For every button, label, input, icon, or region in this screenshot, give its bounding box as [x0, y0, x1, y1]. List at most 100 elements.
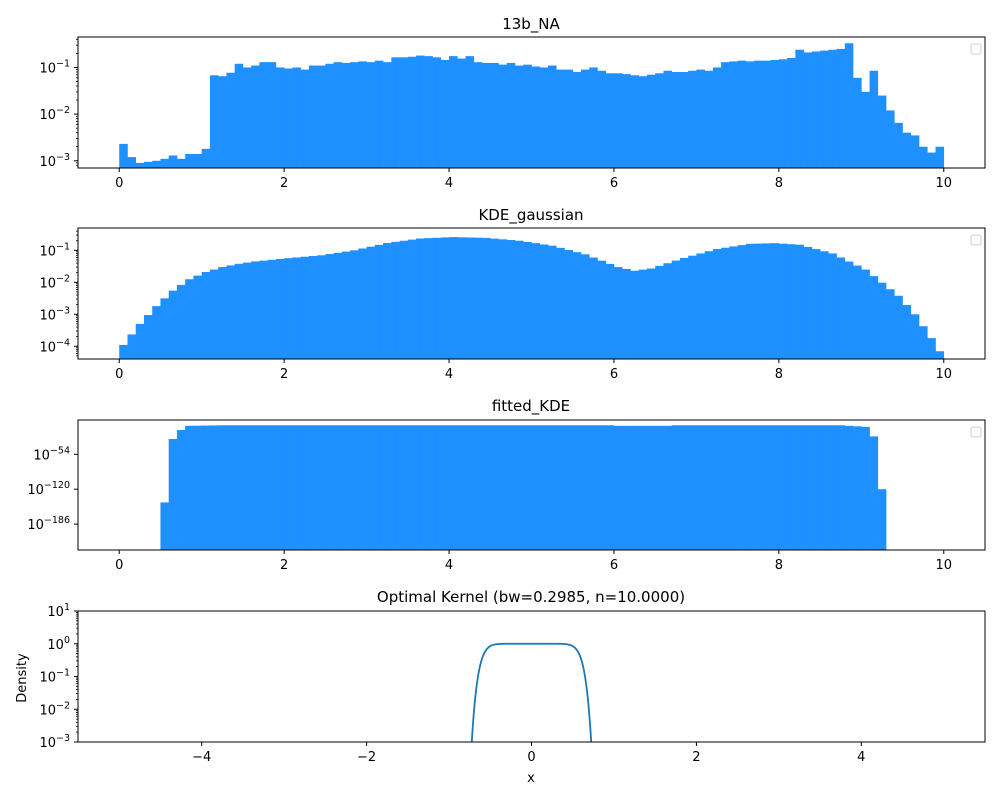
histogram-bar — [803, 52, 813, 168]
y-tick-label: 10−2 — [39, 700, 70, 718]
histogram-bar — [869, 70, 879, 168]
histogram-bar — [770, 59, 780, 168]
histogram-bar — [498, 239, 508, 359]
panel-2-title: KDE_gaussian — [478, 206, 583, 225]
histogram-bar — [119, 344, 128, 359]
x-tick-label: 10 — [935, 558, 952, 573]
histogram-bar — [655, 73, 664, 168]
histogram-bar — [416, 55, 425, 168]
histogram-bar — [811, 51, 821, 169]
histogram-bar — [135, 162, 145, 168]
histogram-bar — [300, 256, 310, 359]
histogram-bar — [712, 425, 722, 550]
histogram-bar — [836, 48, 846, 168]
histogram-bar — [449, 425, 458, 550]
histogram-bar — [201, 272, 211, 359]
panel-3-plot-area: 0 2 4 6 8 10 10−54 10−120 10−186 — [27, 419, 986, 573]
histogram-bar — [820, 50, 829, 168]
axes-frame — [77, 227, 986, 360]
histogram-bar — [902, 305, 912, 359]
histogram-bar — [877, 95, 887, 168]
histogram-bar — [498, 425, 508, 550]
histogram-bar — [498, 64, 508, 168]
histogram-bar — [712, 67, 722, 168]
histogram-bar — [440, 59, 450, 168]
histogram-bar — [267, 259, 277, 359]
histogram-bar — [745, 61, 755, 169]
x-tick-label: 4 — [445, 558, 453, 573]
histogram-bar — [440, 425, 450, 550]
histogram-bar — [424, 56, 433, 168]
x-tick-label: 0 — [115, 558, 123, 573]
histogram-bar — [127, 334, 137, 359]
histogram-bar — [919, 146, 928, 168]
histogram-bar — [176, 430, 186, 550]
histogram-bar — [605, 73, 615, 168]
y-tick-label: 10−3 — [39, 733, 70, 751]
histogram-bar — [407, 56, 417, 169]
histogram-bar — [646, 74, 656, 168]
y-tick-label: 10−2 — [39, 273, 70, 291]
y-tick-label: 10−2 — [39, 105, 70, 123]
histogram-bar — [300, 69, 310, 168]
histogram-bar — [234, 63, 244, 169]
histogram-bar — [795, 49, 804, 168]
histogram-bar — [910, 135, 920, 168]
histogram-bar — [506, 62, 516, 169]
histogram-bar — [449, 56, 458, 168]
histogram-bar — [869, 276, 879, 359]
histogram-bar — [482, 237, 491, 359]
histogram-bar — [828, 49, 837, 168]
histogram-bar — [745, 243, 755, 359]
histogram-bar — [292, 67, 301, 168]
histogram-bar — [613, 73, 623, 168]
histogram-bar — [218, 425, 227, 550]
histogram-bar — [506, 425, 516, 550]
histogram-bar — [886, 110, 895, 168]
histogram-bar — [292, 257, 301, 359]
histogram-bar — [358, 248, 367, 359]
histogram-bar — [754, 243, 763, 359]
histogram-bar — [457, 58, 466, 169]
histogram-bar — [490, 425, 499, 550]
histogram-bar — [869, 436, 879, 550]
histogram-bar — [209, 75, 219, 168]
histogram-bar — [127, 157, 137, 168]
histogram-bar — [704, 70, 714, 168]
histogram-bar — [515, 65, 524, 168]
histogram-bar — [531, 243, 541, 359]
x-tick-label: 6 — [610, 367, 618, 382]
histogram-bar — [547, 425, 557, 550]
histogram-bar — [795, 244, 804, 359]
histogram-bar — [820, 425, 829, 550]
histogram-bar — [580, 69, 590, 168]
histogram-bar — [325, 63, 334, 169]
histogram-bar — [688, 425, 697, 550]
histogram-bar — [317, 65, 326, 168]
histogram-bar — [350, 250, 359, 359]
x-tick-label: −2 — [357, 750, 376, 765]
legend-box — [970, 234, 982, 246]
histogram-bar — [836, 425, 846, 550]
histogram-bar — [374, 60, 384, 168]
histogram-bar — [292, 425, 301, 550]
histogram-bar — [259, 62, 268, 168]
histogram-bar — [242, 67, 252, 168]
histogram-bar — [861, 91, 870, 168]
histogram-bar — [613, 425, 623, 550]
histogram-bar — [630, 425, 639, 550]
histogram-bar — [729, 61, 738, 169]
histogram-bar — [325, 254, 334, 359]
histogram-bar — [399, 57, 409, 168]
histogram-bar — [696, 253, 705, 359]
panel-3-title: fitted_KDE — [492, 397, 570, 416]
histogram-bar — [242, 425, 252, 550]
histogram-bar — [861, 269, 870, 359]
histogram-bar — [787, 244, 796, 359]
histogram-bar — [391, 57, 400, 168]
histogram-bar — [605, 425, 615, 550]
x-tick-label: 4 — [857, 750, 865, 765]
histogram-bar — [350, 425, 359, 550]
x-tick-label: 8 — [775, 367, 783, 382]
